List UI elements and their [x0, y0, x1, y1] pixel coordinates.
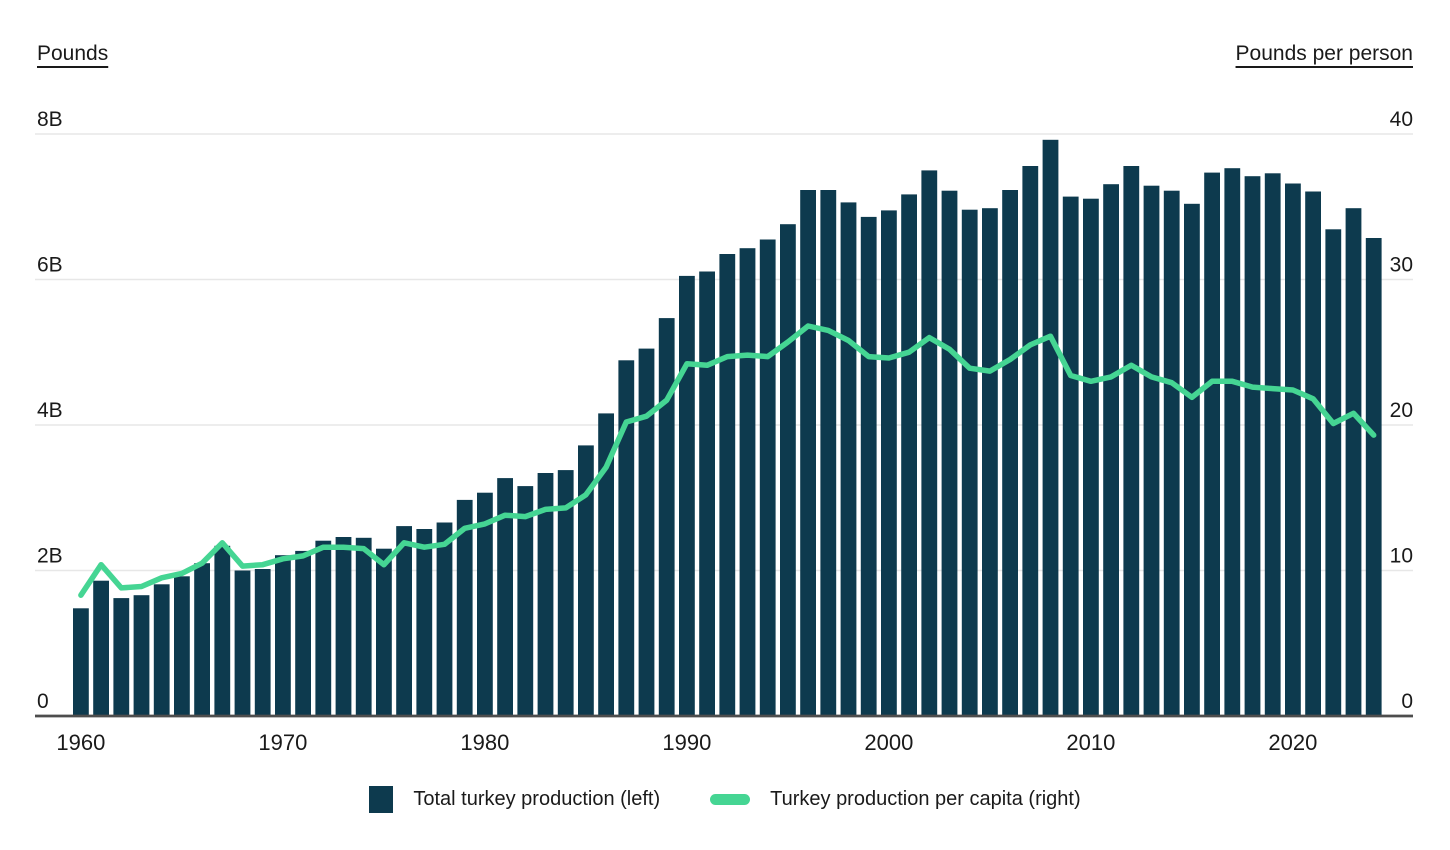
bar-1985	[578, 445, 594, 716]
bar-1997	[820, 190, 837, 716]
bar-1974	[355, 537, 372, 716]
legend-label-per-capita: Turkey production per capita (right)	[770, 788, 1081, 810]
bar-1991	[699, 271, 715, 716]
bar-2010	[1083, 198, 1099, 716]
bar-2015	[1184, 203, 1200, 717]
bar-1963	[133, 595, 150, 716]
line-series-swatch	[710, 794, 751, 805]
bar-2018	[1244, 176, 1261, 716]
bar-1977	[416, 529, 433, 716]
bar-2005	[982, 208, 998, 716]
bar-2023	[1345, 208, 1362, 716]
axis-title-row: Pounds Pounds per person	[0, 42, 1450, 66]
bar-1972	[315, 540, 332, 716]
bar-2016	[1204, 172, 1220, 717]
x-axis-tick-2020: 2020	[1268, 730, 1317, 755]
bar-1980	[477, 492, 493, 716]
bar-1981	[497, 478, 513, 716]
bar-2024	[1365, 238, 1382, 716]
bar-1965	[174, 576, 190, 716]
bar-2004	[961, 209, 978, 716]
bar-2022	[1325, 229, 1342, 717]
legend-label-total-production: Total turkey production (left)	[413, 788, 661, 810]
bar-1966	[194, 563, 210, 716]
bar-1979	[456, 499, 473, 716]
x-axis-tick-1980: 1980	[460, 730, 509, 755]
bar-1983	[537, 473, 554, 716]
bar-1986	[598, 413, 614, 716]
bar-2006	[1002, 190, 1018, 716]
bar-2009	[1062, 196, 1079, 717]
bar-2014	[1163, 190, 1180, 716]
bar-2012	[1123, 166, 1140, 716]
legend-item-total-production: Total turkey production (left)	[369, 786, 660, 813]
bar-1961	[93, 580, 109, 716]
x-axis-tick-1990: 1990	[662, 730, 711, 755]
bar-1982	[517, 486, 534, 716]
left-axis-tick-0: 0	[37, 690, 49, 713]
left-axis-title: Pounds	[37, 42, 109, 65]
bar-2013	[1143, 185, 1160, 716]
bar-1968	[234, 570, 251, 716]
bar-1993	[739, 248, 756, 716]
bar-2001	[901, 194, 917, 716]
bar-2003	[941, 190, 958, 716]
bar-2020	[1285, 183, 1301, 716]
bar-1970	[275, 555, 291, 716]
left-axis-tick-8B: 8B	[37, 108, 63, 131]
bar-1999	[860, 216, 877, 716]
right-axis-tick-30: 30	[1390, 254, 1413, 277]
right-axis-tick-40: 40	[1390, 108, 1413, 131]
right-axis-title: Pounds per person	[1235, 42, 1413, 65]
bar-2000	[881, 210, 897, 716]
bar-1989	[658, 318, 675, 716]
legend: Total turkey production (left) Turkey pr…	[0, 786, 1450, 813]
bar-1975	[376, 548, 392, 716]
bar-2017	[1224, 168, 1241, 716]
left-axis-tick-4B: 4B	[37, 399, 63, 422]
legend-item-per-capita: Turkey production per capita (right)	[710, 788, 1081, 811]
right-axis-tick-10: 10	[1390, 545, 1413, 568]
bar-2008	[1042, 139, 1059, 717]
x-axis-tick-1970: 1970	[258, 730, 307, 755]
bar-2002	[921, 170, 938, 716]
bar-1978	[436, 522, 453, 716]
bar-1964	[153, 584, 170, 716]
bar-1996	[800, 190, 816, 716]
per-capita-line	[78, 323, 1377, 598]
right-axis-tick-20: 20	[1390, 399, 1413, 422]
bar-1994	[759, 239, 776, 716]
bar-2019	[1264, 173, 1281, 717]
right-axis-tick-0: 0	[1401, 690, 1413, 713]
bar-2021	[1305, 191, 1321, 716]
bar-1960	[73, 608, 89, 716]
x-axis-tick-2010: 2010	[1066, 730, 1115, 755]
bar-1995	[780, 224, 796, 716]
bar-1967	[214, 545, 231, 716]
bar-2007	[1022, 166, 1039, 716]
bar-1984	[557, 470, 574, 716]
bar-1971	[295, 550, 311, 716]
bar-1969	[254, 569, 271, 716]
bar-1973	[335, 537, 352, 716]
bar-1962	[113, 598, 130, 716]
bar-1998	[840, 202, 857, 716]
bar-1990	[679, 275, 695, 716]
left-axis-tick-2B: 2B	[37, 545, 63, 568]
bar-1988	[638, 348, 655, 716]
left-axis-tick-6B: 6B	[37, 254, 63, 277]
bar-1976	[396, 526, 412, 716]
x-axis-tick-2000: 2000	[864, 730, 913, 755]
bar-2011	[1103, 184, 1119, 716]
x-axis-tick-1960: 1960	[56, 730, 105, 755]
bar-1987	[618, 360, 635, 716]
bar-series-swatch	[369, 786, 394, 813]
bar-1992	[719, 254, 736, 716]
